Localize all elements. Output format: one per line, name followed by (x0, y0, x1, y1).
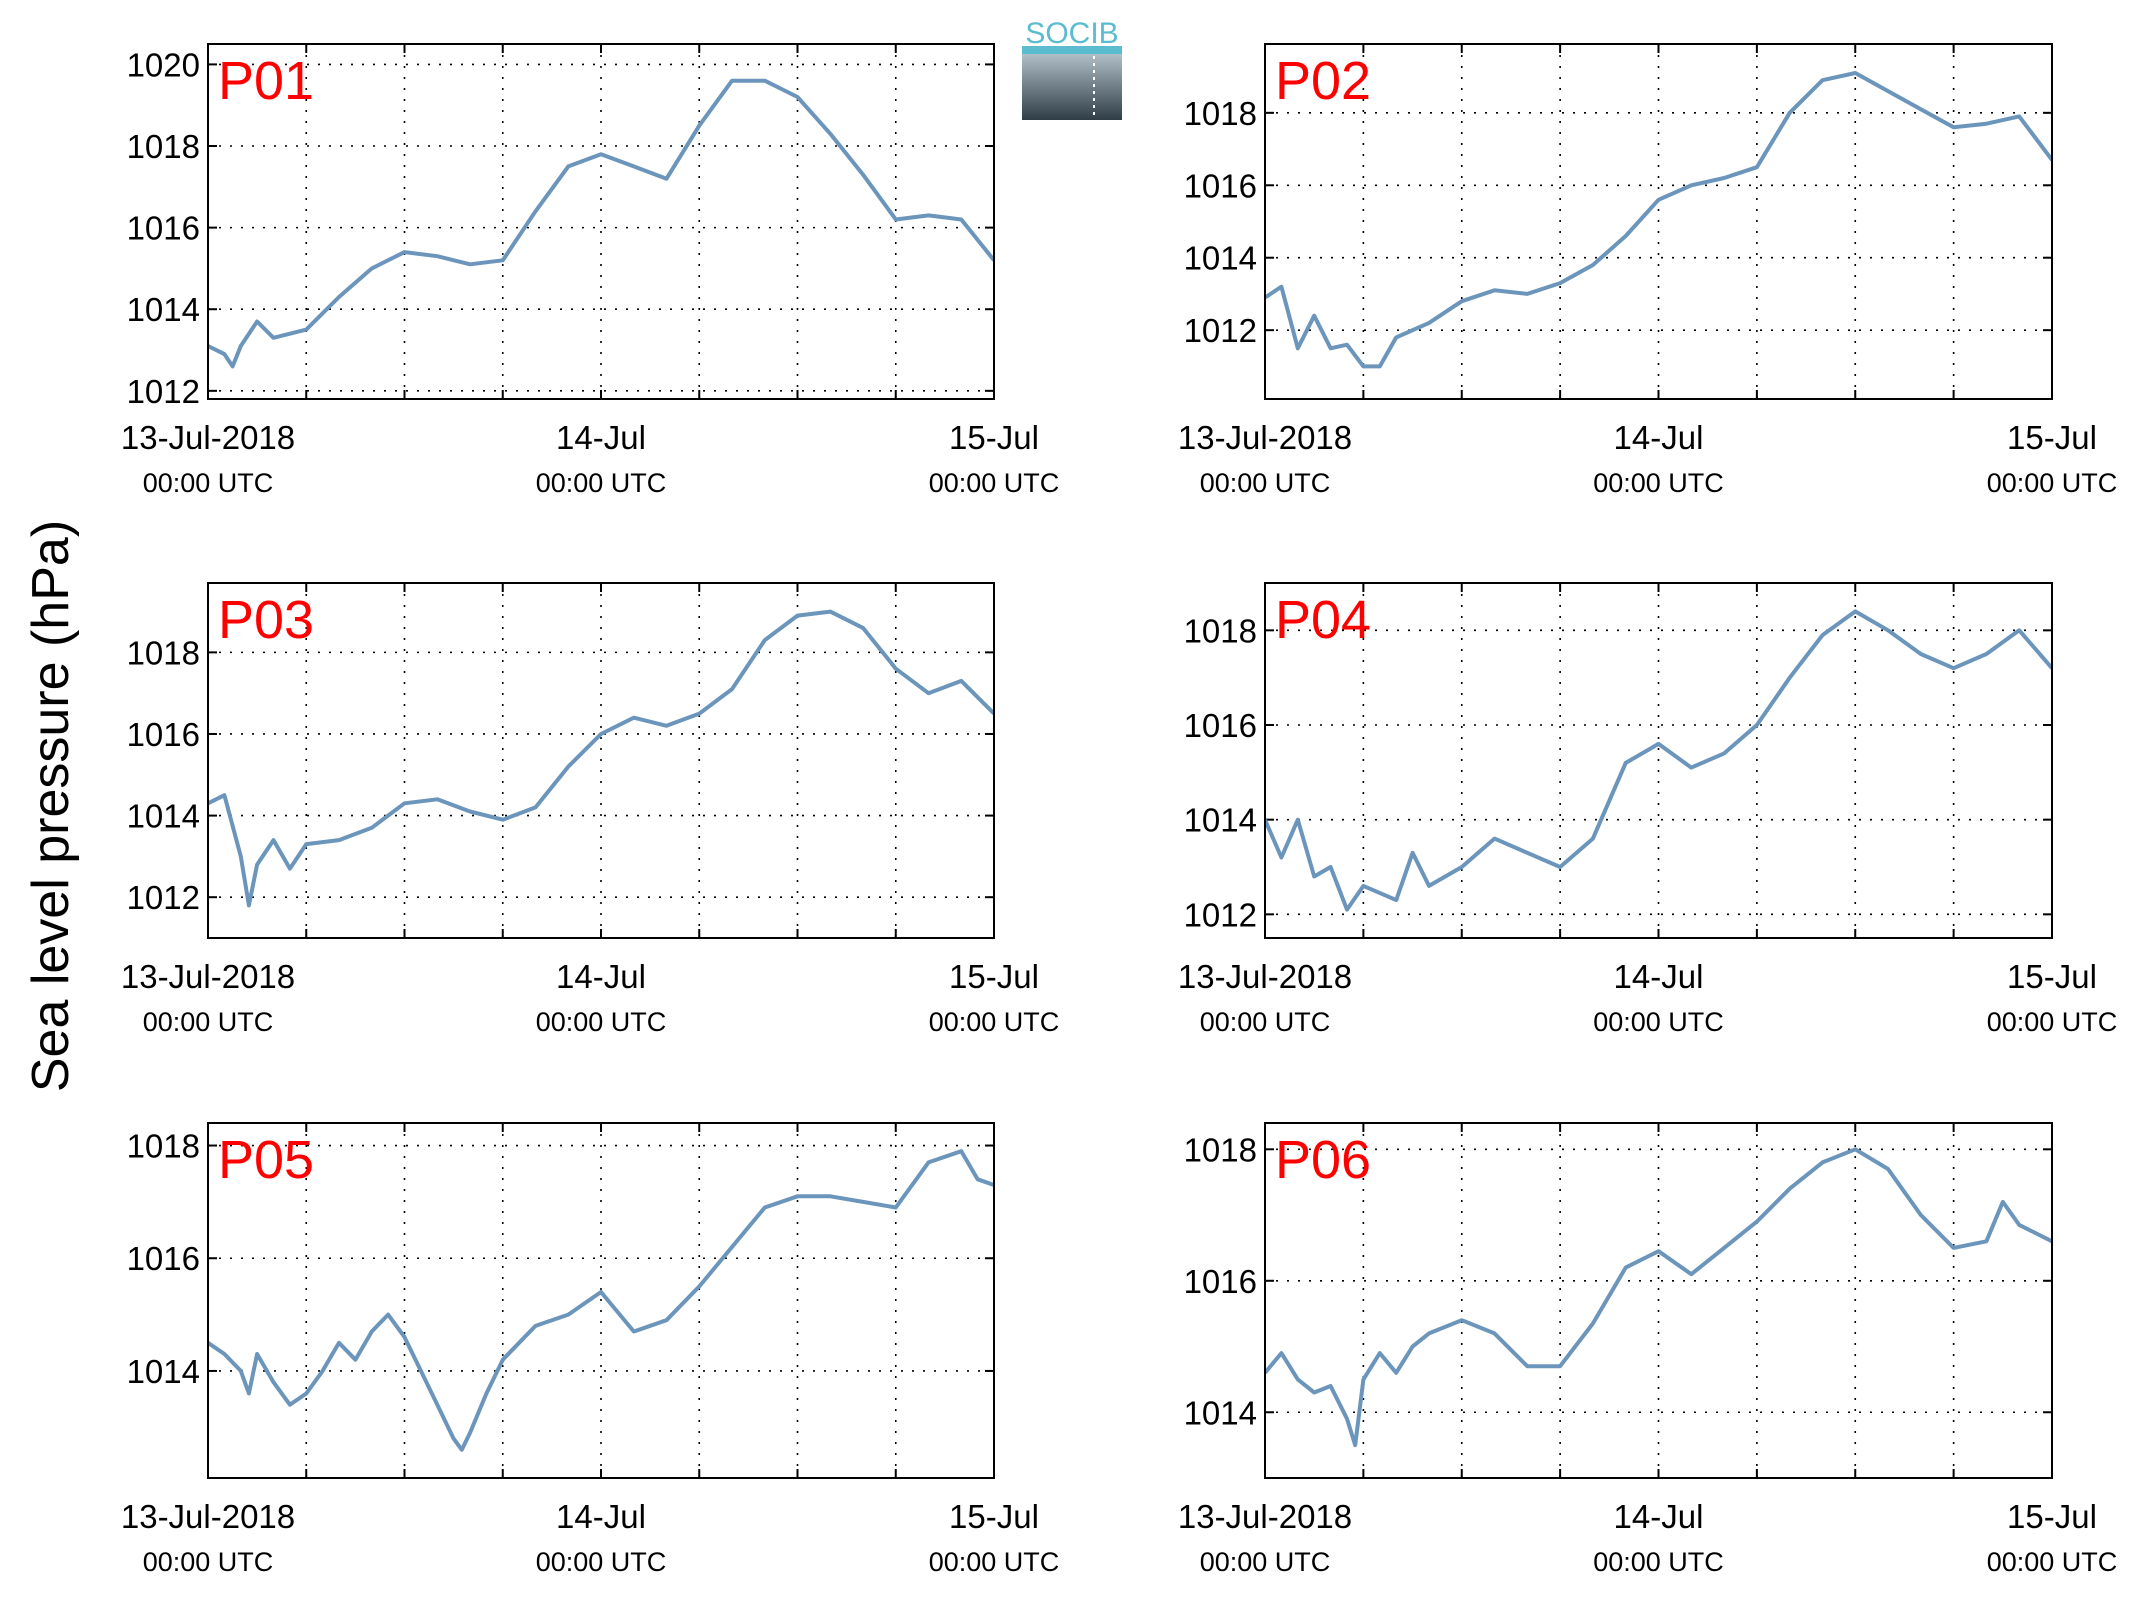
y-tick-label: 1012 (1184, 896, 1257, 933)
x-tick-label: 14-Jul (1614, 958, 1704, 995)
y-tick-label: 1018 (127, 1128, 200, 1165)
y-tick-label: 1018 (1184, 95, 1257, 132)
panel: 1012 1014 1016 1018 1020 13-Jul-2018 00:00 UTC… (121, 43, 1060, 498)
data-line (208, 78, 994, 369)
y-tick-label: 1014 (1184, 240, 1257, 277)
x-tick-sublabel: 00:00 UTC (929, 1547, 1060, 1577)
x-tick-label: 13-Jul-2018 (121, 1498, 295, 1535)
x-tick-sublabel: 00:00 UTC (1593, 1547, 1724, 1577)
logo-block (1022, 50, 1122, 120)
y-tick-label: 1018 (127, 128, 200, 165)
x-tick-label: 13-Jul-2018 (1178, 958, 1352, 995)
x-tick-label: 15-Jul (949, 419, 1039, 456)
panel-title: P01 (218, 51, 314, 111)
x-tick-sublabel: 00:00 UTC (143, 468, 274, 498)
x-tick-sublabel: 00:00 UTC (536, 468, 667, 498)
y-tick-label: 1016 (127, 716, 200, 753)
x-tick-label: 13-Jul-2018 (121, 419, 295, 456)
x-tick-sublabel: 00:00 UTC (1200, 468, 1331, 498)
data-line (1265, 1147, 2052, 1448)
y-tick-label: 1020 (127, 46, 200, 83)
plot-frame (207, 43, 995, 400)
y-tick-label: 1012 (127, 373, 200, 410)
plot-frame (207, 582, 995, 939)
logo-band (1022, 46, 1122, 54)
x-tick-sublabel: 00:00 UTC (1593, 1007, 1724, 1037)
panel: 1014 1016 1018 13-Jul-2018 00:00 UTC 14-Jul 00… (121, 1122, 1060, 1577)
x-tick-label: 13-Jul-2018 (1178, 1498, 1352, 1535)
data-line (208, 1149, 994, 1452)
x-tick-sublabel: 00:00 UTC (143, 1547, 274, 1577)
y-tick-label: 1016 (1184, 1263, 1257, 1300)
logo: SOCIB (1022, 17, 1122, 120)
x-tick-label: 15-Jul (2007, 958, 2097, 995)
y-tick-label: 1012 (1184, 312, 1257, 349)
y-tick-label: 1012 (127, 879, 200, 916)
x-tick-label: 15-Jul (949, 958, 1039, 995)
x-tick-sublabel: 00:00 UTC (1987, 1007, 2118, 1037)
panel-title: P04 (1275, 590, 1371, 650)
y-tick-label: 1016 (1184, 707, 1257, 744)
panel-title: P06 (1275, 1130, 1371, 1190)
y-tick-label: 1018 (1184, 612, 1257, 649)
data-line (1265, 71, 2052, 369)
x-tick-sublabel: 00:00 UTC (1987, 1547, 2118, 1577)
y-tick-label: 1014 (127, 291, 200, 328)
y-tick-label: 1014 (1184, 1394, 1257, 1431)
y-tick-label: 1014 (127, 1353, 200, 1390)
plot-frame (1264, 1122, 2053, 1479)
x-tick-label: 15-Jul (949, 1498, 1039, 1535)
x-tick-label: 14-Jul (1614, 419, 1704, 456)
y-axis-label: Sea level pressure (hPa) (22, 520, 80, 1092)
x-tick-sublabel: 00:00 UTC (1200, 1007, 1331, 1037)
x-tick-label: 14-Jul (556, 419, 646, 456)
x-tick-sublabel: 00:00 UTC (536, 1007, 667, 1037)
logo-text: SOCIB (1025, 17, 1118, 50)
plot-frame (1264, 43, 2053, 400)
panel: 1012 1014 1016 1018 13-Jul-2018 00:00 UTC 14-J… (1178, 582, 2118, 1037)
x-tick-label: 15-Jul (2007, 419, 2097, 456)
panel-title: P03 (218, 590, 314, 650)
x-tick-sublabel: 00:00 UTC (1987, 468, 2118, 498)
panel: 1012 1014 1016 1018 13-Jul-2018 00:00 UTC 14-J… (121, 582, 1060, 1037)
x-tick-label: 13-Jul-2018 (121, 958, 295, 995)
plot-frame (1264, 582, 2053, 939)
x-tick-sublabel: 00:00 UTC (1200, 1547, 1331, 1577)
panel-title: P02 (1275, 51, 1371, 111)
x-tick-sublabel: 00:00 UTC (536, 1547, 667, 1577)
x-tick-sublabel: 00:00 UTC (1593, 468, 1724, 498)
x-tick-label: 13-Jul-2018 (1178, 419, 1352, 456)
y-tick-label: 1018 (1184, 1131, 1257, 1168)
x-tick-sublabel: 00:00 UTC (929, 1007, 1060, 1037)
x-tick-label: 14-Jul (1614, 1498, 1704, 1535)
y-tick-label: 1014 (1184, 802, 1257, 839)
x-tick-sublabel: 00:00 UTC (143, 1007, 274, 1037)
panel: 1014 1016 1018 13-Jul-2018 00:00 UTC 14-Jul 00… (1178, 1122, 2118, 1577)
x-tick-label: 14-Jul (556, 958, 646, 995)
plot-frame (207, 1122, 995, 1479)
x-tick-label: 15-Jul (2007, 1498, 2097, 1535)
y-tick-label: 1016 (127, 1240, 200, 1277)
data-line (1265, 609, 2052, 912)
data-line (208, 609, 994, 908)
x-tick-sublabel: 00:00 UTC (929, 468, 1060, 498)
panel-title: P05 (218, 1130, 314, 1190)
y-tick-label: 1016 (1184, 167, 1257, 204)
y-tick-label: 1016 (127, 210, 200, 247)
y-tick-label: 1018 (127, 634, 200, 671)
panel: 1012 1014 1016 1018 13-Jul-2018 00:00 UTC 14-J… (1178, 43, 2118, 498)
y-tick-label: 1014 (127, 798, 200, 835)
x-tick-label: 14-Jul (556, 1498, 646, 1535)
